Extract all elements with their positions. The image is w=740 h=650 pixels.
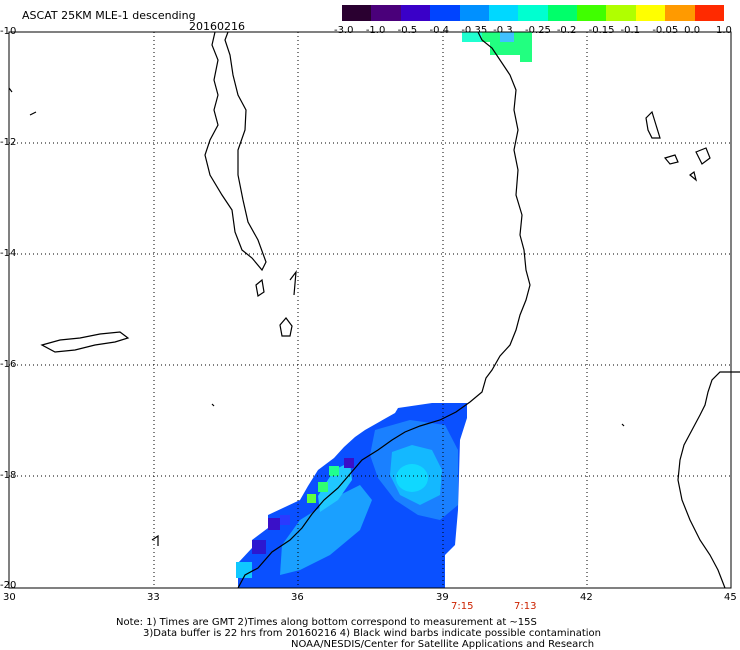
- plot-frame: [8, 31, 732, 589]
- x-tick-label: 33: [147, 592, 160, 603]
- colorbar-label: -0.05: [652, 25, 679, 36]
- x-tick-label: 36: [291, 592, 304, 603]
- swath-north-cyan: [462, 32, 482, 42]
- mainland-coast: [237, 31, 531, 589]
- swath-green-b: [318, 482, 328, 492]
- lake-tanganyika-islands: [40, 331, 130, 353]
- lake-malombe: [255, 278, 265, 298]
- product-date: 20160216: [189, 20, 245, 33]
- y-tick-label: -18: [0, 470, 17, 481]
- colorbar-label: -0.25: [525, 25, 551, 36]
- colorbar-segment: [577, 5, 607, 21]
- product-title: ASCAT 25KM MLE-1 descending: [22, 9, 196, 22]
- colorbar-segment: [430, 5, 461, 21]
- colorbar-segment: [547, 5, 578, 21]
- swath-dark-a: [344, 458, 354, 468]
- colorbar-label: 0.0: [684, 25, 701, 36]
- colorbar-segment: [342, 5, 372, 21]
- colorbar-label: -0.4: [429, 25, 450, 36]
- time-label: 7:13: [514, 601, 537, 612]
- x-tick-label: 30: [3, 592, 16, 603]
- colorbar-segment: [606, 5, 637, 21]
- swath-bright-spot: [396, 464, 428, 492]
- inland-bit-a: [151, 534, 159, 546]
- madagascar-coast: [677, 371, 740, 589]
- swath-coast-cyan: [318, 462, 352, 512]
- swath-north-blue: [500, 32, 514, 42]
- colorbar-label: -0.3: [493, 25, 513, 36]
- swath-green-a: [329, 466, 339, 476]
- colorbar-label: -3.0: [334, 25, 354, 36]
- colorbar-segment: [400, 5, 431, 21]
- lake-shore-bit: [289, 269, 297, 296]
- y-tick-label: -10: [0, 26, 17, 37]
- wind-swath: [236, 32, 532, 588]
- inland-bit-b: [211, 403, 215, 407]
- colorbar-segment: [488, 5, 519, 21]
- x-tick-label: 42: [580, 592, 593, 603]
- swath-dark-c: [252, 540, 266, 554]
- note-line-3: NOAA/NESDIS/Center for Satellite Applica…: [291, 639, 595, 650]
- comoros-island-c: [695, 147, 711, 165]
- colorbar-label: -0.1: [620, 25, 641, 36]
- note-line-1: Note: 1) Times are GMT 2)Times along bot…: [116, 617, 537, 628]
- colorbar-label: -0.2: [556, 25, 577, 36]
- y-tick-label: -12: [0, 137, 17, 148]
- colorbar-segment: [371, 5, 402, 21]
- swath-green-c: [307, 494, 316, 503]
- colorbar-segment: [635, 5, 666, 21]
- coastlines: [8, 31, 740, 589]
- colorbar-segment: [518, 5, 549, 21]
- colorbar-label: -1.0: [365, 25, 386, 36]
- swath-dark-b: [268, 518, 280, 530]
- lake-malawi: [204, 31, 267, 272]
- x-tick-label: 39: [436, 592, 449, 603]
- colorbar-label: -0.5: [397, 25, 418, 36]
- west-lake-bit: [29, 111, 37, 116]
- y-tick-label: -16: [0, 359, 17, 370]
- x-tick-label: 45: [724, 592, 737, 603]
- lake-chilwa: [279, 317, 293, 337]
- colorbar-segment: [665, 5, 696, 21]
- colorbar-segment: [459, 5, 490, 21]
- note-line-2: 3)Data buffer is 22 hrs from 20160216 4)…: [143, 628, 601, 639]
- colorbar: [342, 5, 725, 21]
- comoros-island-d: [689, 170, 698, 182]
- inland-bit-c: [621, 423, 625, 427]
- swath-dark-d: [280, 515, 290, 525]
- colorbar-label: 1.0: [716, 25, 732, 36]
- colorbar-segment: [694, 5, 725, 21]
- swath-coastal-light: [280, 485, 372, 575]
- colorbar-label: -0.35: [461, 25, 488, 36]
- y-tick-label: -14: [0, 248, 17, 259]
- comoros-island-b: [663, 154, 679, 165]
- colorbar-label: -0.15: [588, 25, 615, 36]
- y-tick-label: -20: [0, 580, 17, 591]
- lat-lon-grid: [9, 32, 731, 588]
- comoros-island-a: [645, 110, 661, 139]
- time-label: 7:15: [451, 601, 474, 612]
